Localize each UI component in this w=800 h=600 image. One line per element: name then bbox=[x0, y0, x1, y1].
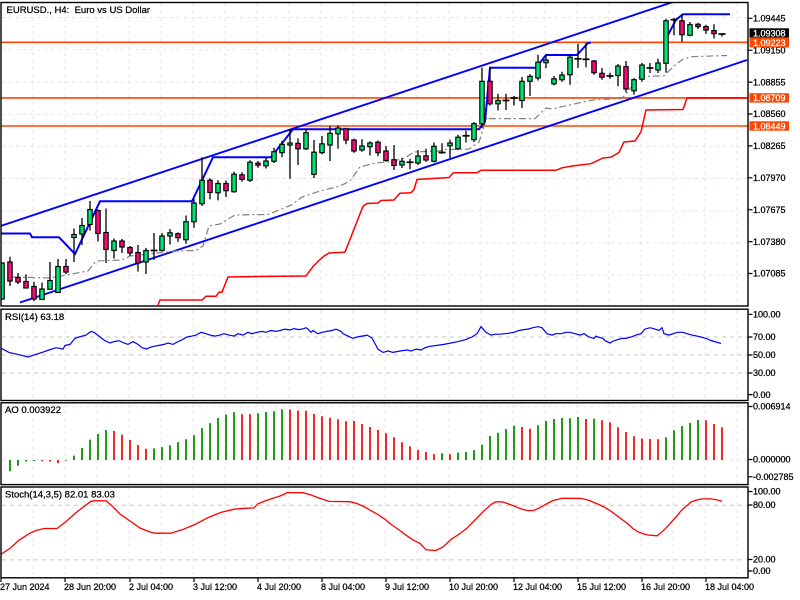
svg-text:0.000000: 0.000000 bbox=[753, 455, 791, 465]
svg-text:0.00: 0.00 bbox=[753, 566, 771, 576]
svg-text:15 Jul 12:00: 15 Jul 12:00 bbox=[577, 582, 626, 592]
svg-text:1.08449: 1.08449 bbox=[753, 121, 786, 131]
svg-text:1.09308: 1.09308 bbox=[753, 28, 786, 38]
svg-text:70.00: 70.00 bbox=[753, 332, 776, 342]
svg-text:0.006914: 0.006914 bbox=[753, 402, 791, 412]
svg-text:Stoch(14,3,5) 82.01 83.03: Stoch(14,3,5) 82.01 83.03 bbox=[5, 489, 115, 500]
svg-text:-0.002785: -0.002785 bbox=[753, 472, 794, 482]
svg-text:100.00: 100.00 bbox=[753, 487, 781, 497]
svg-text:3 Jul 12:00: 3 Jul 12:00 bbox=[193, 582, 237, 592]
svg-text:80.00: 80.00 bbox=[753, 500, 776, 510]
svg-text:12 Jul 04:00: 12 Jul 04:00 bbox=[513, 582, 562, 592]
svg-text:1.09445: 1.09445 bbox=[753, 14, 786, 24]
svg-text:4 Jul 20:00: 4 Jul 20:00 bbox=[257, 582, 301, 592]
svg-text:1.09223: 1.09223 bbox=[753, 38, 786, 48]
svg-text:1.08265: 1.08265 bbox=[753, 141, 786, 151]
svg-text:28 Jun 20:00: 28 Jun 20:00 bbox=[64, 582, 116, 592]
svg-text:8 Jul 04:00: 8 Jul 04:00 bbox=[321, 582, 365, 592]
svg-text:RSI(14) 63.18: RSI(14) 63.18 bbox=[5, 312, 64, 323]
svg-text:2 Jul 04:00: 2 Jul 04:00 bbox=[129, 582, 173, 592]
svg-text:9 Jul 12:00: 9 Jul 12:00 bbox=[385, 582, 429, 592]
svg-text:10 Jul 20:00: 10 Jul 20:00 bbox=[449, 582, 498, 592]
svg-text:20.00: 20.00 bbox=[753, 555, 776, 565]
svg-text:1.07675: 1.07675 bbox=[753, 205, 786, 215]
svg-text:EURUSD., H4: Euro vs US Dolla: EURUSD., H4: Euro vs US Dollar bbox=[7, 5, 151, 16]
svg-text:18 Jul 04:00: 18 Jul 04:00 bbox=[705, 582, 754, 592]
svg-text:1.07380: 1.07380 bbox=[753, 237, 786, 247]
svg-text:1.08560: 1.08560 bbox=[753, 109, 786, 119]
svg-text:1.07085: 1.07085 bbox=[753, 269, 786, 279]
svg-text:AO 0.003922: AO 0.003922 bbox=[5, 405, 61, 416]
svg-text:0.00: 0.00 bbox=[753, 390, 771, 400]
svg-text:1.08709: 1.08709 bbox=[753, 93, 786, 103]
svg-text:50.00: 50.00 bbox=[753, 350, 776, 360]
svg-text:1.09150: 1.09150 bbox=[753, 45, 786, 55]
svg-text:27 Jun 2024: 27 Jun 2024 bbox=[0, 582, 50, 592]
svg-text:16 Jul 20:00: 16 Jul 20:00 bbox=[641, 582, 690, 592]
svg-text:1.08855: 1.08855 bbox=[753, 77, 786, 87]
svg-text:30.00: 30.00 bbox=[753, 368, 776, 378]
svg-text:1.07970: 1.07970 bbox=[753, 173, 786, 183]
svg-text:100.00: 100.00 bbox=[753, 310, 781, 320]
